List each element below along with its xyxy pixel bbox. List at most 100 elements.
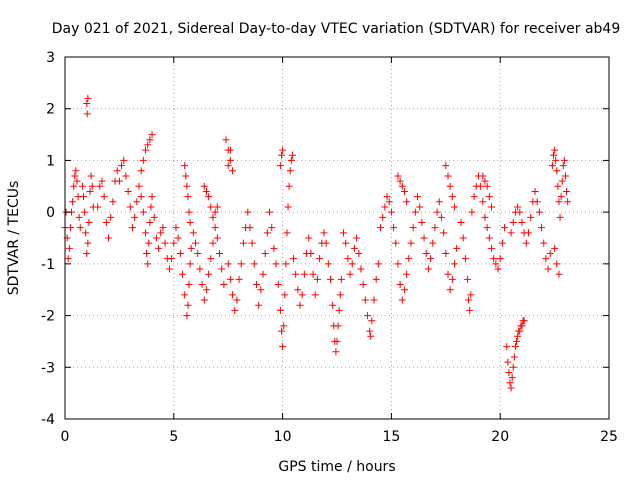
data-point-marker	[514, 332, 522, 340]
data-point-marker	[451, 260, 459, 268]
data-point-marker	[309, 270, 317, 278]
data-point-marker	[84, 94, 92, 102]
data-point-marker	[200, 182, 208, 190]
data-point-marker	[237, 260, 245, 268]
data-point-marker	[442, 162, 450, 170]
data-point-marker	[198, 281, 206, 289]
data-point-marker	[176, 250, 184, 258]
data-point-marker	[552, 156, 560, 164]
data-point-marker	[170, 239, 178, 247]
data-point-marker	[205, 193, 213, 201]
data-point-marker	[477, 182, 485, 190]
data-point-marker	[556, 213, 564, 221]
data-point-marker	[407, 239, 415, 247]
data-point-marker	[492, 260, 500, 268]
data-point-marker	[300, 270, 308, 278]
data-point-marker	[72, 167, 80, 175]
y-tick-label: 0	[46, 205, 55, 221]
data-point-marker	[229, 167, 237, 175]
data-point-marker	[229, 291, 237, 299]
data-point-marker	[263, 229, 271, 237]
data-point-marker	[508, 374, 516, 382]
data-point-marker	[126, 203, 134, 211]
data-point-marker	[298, 291, 306, 299]
x-tick-label: 0	[61, 429, 70, 445]
data-point-marker	[296, 301, 304, 309]
data-point-marker	[211, 224, 219, 232]
data-point-marker	[179, 270, 187, 278]
data-point-marker	[324, 260, 332, 268]
data-point-marker	[326, 275, 334, 283]
data-point-marker	[335, 306, 343, 314]
data-point-marker	[82, 229, 90, 237]
data-point-marker	[507, 384, 515, 392]
data-point-marker	[504, 358, 512, 366]
data-point-marker	[185, 208, 193, 216]
data-point-marker	[429, 239, 437, 247]
data-point-marker	[270, 244, 278, 252]
data-point-marker	[261, 250, 269, 258]
data-point-marker	[518, 218, 526, 226]
y-tick-label: -2	[41, 309, 55, 325]
data-point-marker	[342, 239, 350, 247]
data-point-marker	[257, 286, 265, 294]
data-point-marker	[538, 224, 546, 232]
data-point-marker	[161, 239, 169, 247]
data-point-marker	[150, 213, 158, 221]
data-point-marker	[283, 229, 291, 237]
data-point-marker	[522, 239, 530, 247]
data-point-marker	[94, 203, 102, 211]
data-point-marker	[189, 229, 197, 237]
data-point-marker	[485, 193, 493, 201]
data-point-marker	[494, 265, 502, 273]
y-tick-label: 3	[46, 50, 55, 66]
data-point-marker	[139, 156, 147, 164]
data-point-marker	[414, 193, 422, 201]
data-point-marker	[279, 146, 287, 154]
data-point-marker	[148, 131, 156, 139]
data-point-marker	[280, 322, 288, 330]
data-point-marker	[329, 301, 337, 309]
data-point-marker	[374, 260, 382, 268]
data-point-marker	[334, 322, 342, 330]
data-point-marker	[448, 275, 456, 283]
data-point-marker	[71, 172, 79, 180]
data-point-marker	[459, 234, 467, 242]
data-point-marker	[128, 224, 136, 232]
y-tick-label: 1	[46, 153, 55, 169]
data-point-marker	[307, 250, 315, 258]
data-point-marker	[398, 182, 406, 190]
x-tick-label: 10	[274, 429, 292, 445]
data-point-marker	[337, 275, 345, 283]
data-point-marker	[215, 250, 223, 258]
data-point-marker	[255, 301, 263, 309]
data-point-marker	[313, 275, 321, 283]
data-point-marker	[396, 281, 404, 289]
data-point-marker	[427, 255, 435, 263]
data-point-marker	[181, 291, 189, 299]
data-point-marker	[186, 218, 194, 226]
data-point-marker	[235, 275, 243, 283]
data-point-marker	[550, 151, 558, 159]
y-tick-label: -4	[41, 412, 55, 428]
data-point-marker	[143, 250, 151, 258]
data-point-marker	[84, 239, 92, 247]
data-point-marker	[183, 182, 191, 190]
data-point-marker	[124, 187, 132, 195]
data-point-marker	[209, 239, 217, 247]
data-point-marker	[416, 203, 424, 211]
data-point-marker	[409, 224, 417, 232]
data-point-marker	[144, 260, 152, 268]
data-point-marker	[405, 255, 413, 263]
y-tick-label: -1	[41, 257, 55, 273]
data-point-marker	[200, 296, 208, 304]
data-point-marker	[561, 172, 569, 180]
data-point-marker	[554, 182, 562, 190]
data-point-marker	[509, 218, 517, 226]
data-point-marker	[278, 327, 286, 335]
data-point-marker	[483, 182, 491, 190]
data-point-marker	[218, 265, 226, 273]
data-point-marker	[511, 343, 519, 351]
data-point-marker	[272, 260, 280, 268]
data-point-marker	[183, 312, 191, 320]
